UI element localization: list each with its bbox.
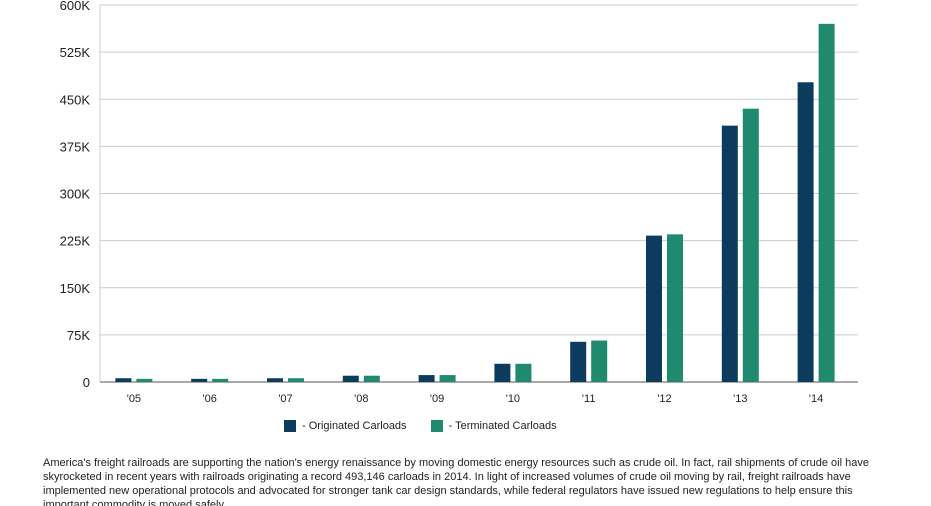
- y-tick-label: 450K: [60, 92, 91, 107]
- x-tick-label: '05: [127, 393, 141, 405]
- legend-item-terminated: - Terminated Carloads: [430, 420, 557, 432]
- x-tick-label: '07: [278, 393, 292, 405]
- y-tick-label: 0: [83, 375, 90, 390]
- chart-caption: America's freight railroads are supporti…: [43, 457, 869, 506]
- bar-originated: [570, 341, 587, 382]
- bar-terminated: [742, 108, 759, 383]
- x-tick-label: '11: [582, 393, 596, 405]
- bar-terminated: [363, 375, 380, 382]
- bar-terminated: [591, 340, 608, 382]
- bar-originated: [721, 125, 738, 382]
- bar-terminated: [818, 23, 835, 382]
- y-tick-label: 375K: [60, 139, 91, 154]
- bar-terminated: [515, 363, 532, 382]
- bars: [115, 23, 835, 383]
- x-tick-label: '14: [809, 393, 823, 405]
- y-tick-label: 300K: [60, 187, 91, 202]
- x-tick-label: '06: [203, 393, 217, 405]
- bar-terminated: [212, 378, 229, 382]
- bar-terminated: [667, 234, 683, 382]
- legend-item-originated: - Originated Carloads: [284, 420, 407, 432]
- y-tick-label: 75K: [67, 328, 90, 343]
- x-tick-label: '13: [733, 393, 747, 405]
- y-tick-label: 525K: [60, 45, 91, 60]
- bar-terminated: [439, 375, 456, 382]
- x-tick-label: '10: [506, 393, 520, 405]
- y-tick-label: 225K: [60, 234, 91, 249]
- y-axis-ticks: 0 75K 150K 225K 300K 375K 450K 525K 600K: [60, 0, 91, 390]
- legend-label-terminated: - Terminated Carloads: [448, 420, 557, 432]
- bar-originated: [797, 82, 814, 382]
- x-axis-ticks: '05 '06 '07 '08 '09 '10 '11 '12 '13 '14: [127, 393, 824, 405]
- bar-originated: [646, 235, 662, 382]
- x-tick-label: '12: [657, 393, 671, 405]
- y-tick-label: 150K: [60, 281, 91, 296]
- legend-swatch-terminated: [430, 420, 443, 432]
- gridlines: [99, 4, 858, 383]
- bar-originated: [191, 378, 208, 382]
- bar-originated: [342, 375, 359, 382]
- legend: - Originated Carloads - Terminated Carlo…: [284, 420, 581, 432]
- x-tick-label: '08: [354, 393, 368, 405]
- y-tick-label: 600K: [60, 0, 91, 13]
- bar-terminated: [136, 378, 153, 382]
- bar-originated: [115, 378, 132, 382]
- legend-label-originated: - Originated Carloads: [302, 420, 407, 432]
- legend-swatch-originated: [284, 420, 296, 432]
- x-tick-label: '09: [430, 393, 444, 405]
- bar-terminated: [288, 378, 304, 382]
- bar-originated: [267, 378, 283, 382]
- bar-originated: [494, 363, 511, 382]
- bar-originated: [418, 375, 435, 382]
